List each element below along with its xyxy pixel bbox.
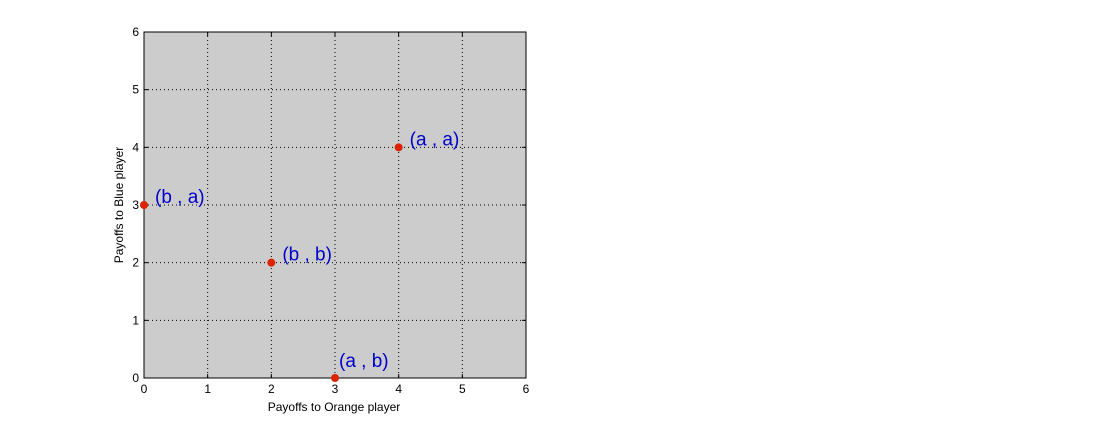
x-tick-label-3: 3 xyxy=(332,382,339,396)
x-tick-label-6: 6 xyxy=(523,382,530,396)
y-tick-label-6: 6 xyxy=(132,25,139,39)
y-axis-title: Payoffs to Blue player xyxy=(112,147,126,264)
grid-lines xyxy=(144,32,526,378)
data-point-label-2: (b , b) xyxy=(282,245,332,266)
data-point-label-0: (a , a) xyxy=(410,129,460,150)
axis-ticks: 0 1 2 3 4 5 6 0 1 2 3 4 5 6 xyxy=(132,25,529,396)
y-tick-label-3: 3 xyxy=(132,198,139,212)
y-tick-label-5: 5 xyxy=(132,83,139,97)
x-tick-label-2: 2 xyxy=(268,382,275,396)
data-point-label-3: (a , b) xyxy=(339,351,389,372)
x-tick-label-5: 5 xyxy=(459,382,466,396)
data-point-1 xyxy=(140,201,148,209)
y-tick-label-1: 1 xyxy=(132,313,139,327)
x-axis-title: Payoffs to Orange player xyxy=(268,400,401,414)
data-point-2 xyxy=(267,258,276,267)
x-tick-label-4: 4 xyxy=(395,382,402,396)
x-tick-label-0: 0 xyxy=(141,382,148,396)
y-tick-label-4: 4 xyxy=(132,140,139,154)
x-tick-label-1: 1 xyxy=(204,382,211,396)
data-points: (a , a) (b , a) (b , b) (a , b) xyxy=(140,129,459,382)
data-point-3 xyxy=(331,374,339,382)
y-tick-label-2: 2 xyxy=(132,256,139,270)
y-tick-label-0: 0 xyxy=(132,371,139,385)
data-point-label-1: (b , a) xyxy=(155,187,205,208)
data-point-0 xyxy=(394,143,403,152)
